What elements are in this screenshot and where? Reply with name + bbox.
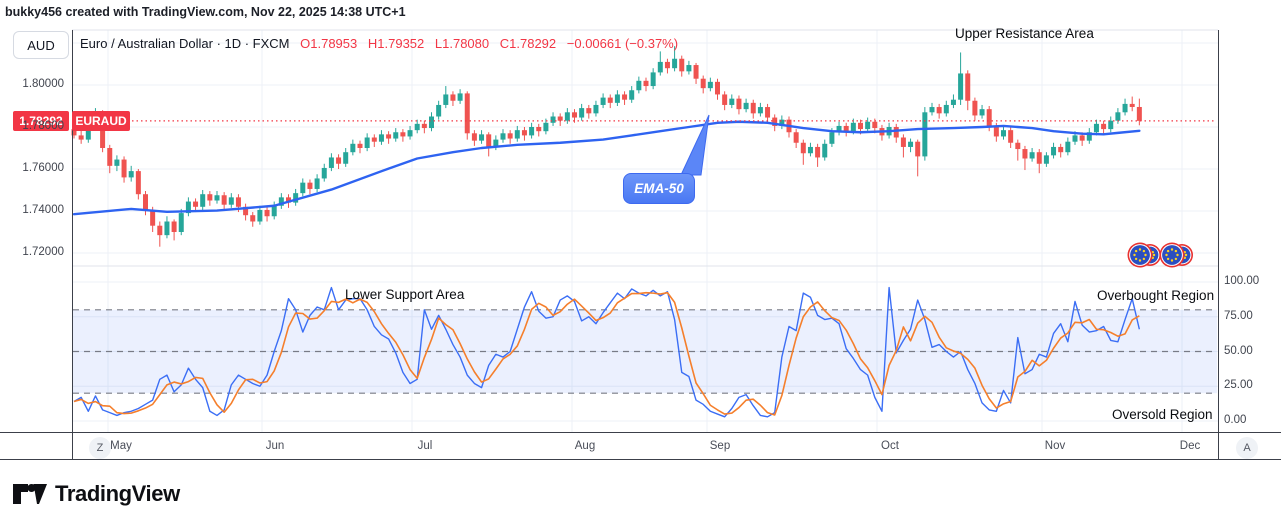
timezone-button[interactable]: Z <box>89 437 111 459</box>
price-axis-label: 1.78000 <box>22 120 64 132</box>
symbol-legend[interactable]: Euro / Australian Dollar · 1D · FXCM O1.… <box>80 36 678 51</box>
legend-close: C1.78292 <box>499 36 557 51</box>
tradingview-logo-icon <box>13 484 47 504</box>
indicator-axis-label: 100.00 <box>1224 275 1260 287</box>
price-axis-label: 1.74000 <box>22 204 64 216</box>
currency-button[interactable]: AUD <box>13 31 69 59</box>
month-label: Nov <box>1044 440 1066 452</box>
month-label: Jun <box>265 440 285 452</box>
indicator-axis-label: 25.00 <box>1224 379 1253 391</box>
indicator-axis-label: 75.00 <box>1224 310 1253 322</box>
price-axis-label: 1.72000 <box>22 246 64 258</box>
legend-open: O1.78953 <box>300 36 358 51</box>
month-label: Dec <box>1179 440 1201 452</box>
month-label: May <box>110 440 132 452</box>
tradingview-logo-text: TradingView <box>55 481 180 506</box>
indicator-axis-label: 50.00 <box>1224 345 1253 357</box>
price-badge-value: 1.78292 <box>13 111 69 131</box>
month-label: Oct <box>881 440 899 452</box>
auto-scale-button[interactable]: A <box>1236 437 1258 459</box>
price-badge: 1.78292 EURAUD <box>13 111 130 131</box>
legend-high: H1.79352 <box>367 36 425 51</box>
price-axis-label: 1.76000 <box>22 162 64 174</box>
legend-low: L1.78080 <box>434 36 490 51</box>
tradingview-logo[interactable]: TradingView <box>12 481 180 507</box>
indicator-axis-label: 0.00 <box>1224 414 1247 426</box>
ema50-callout[interactable]: EMA-50 <box>623 173 695 204</box>
upper-resistance-label: Upper Resistance Area <box>955 26 1094 41</box>
overbought-region-label: Overbought Region <box>1097 288 1215 303</box>
price-axis-label: 1.80000 <box>22 78 64 90</box>
legend-title[interactable]: Euro / Australian Dollar · 1D · FXCM <box>80 36 290 51</box>
attribution-text: bukky456 created with TradingView.com, N… <box>5 5 406 19</box>
month-label: Aug <box>574 440 596 452</box>
month-label: Jul <box>417 440 433 452</box>
month-label: Sep <box>709 440 731 452</box>
price-badge-symbol: EURAUD <box>72 111 130 131</box>
oversold-region-label: Oversold Region <box>1112 407 1213 422</box>
lower-support-label: Lower Support Area <box>345 287 465 302</box>
legend-change: −0.00661 (−0.37%) <box>566 36 679 51</box>
